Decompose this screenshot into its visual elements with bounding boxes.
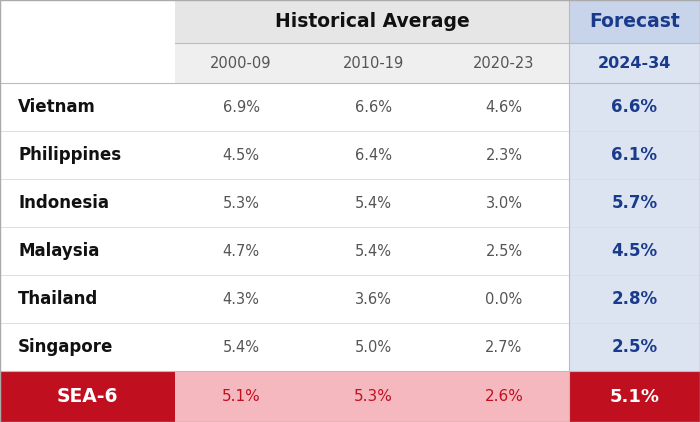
- Text: 5.1%: 5.1%: [610, 387, 659, 406]
- Text: 5.0%: 5.0%: [354, 340, 391, 354]
- Text: 4.6%: 4.6%: [486, 100, 522, 114]
- Bar: [175, 43, 307, 83]
- Text: 5.4%: 5.4%: [354, 195, 391, 211]
- Bar: [439, 43, 569, 83]
- Bar: [0, 131, 175, 179]
- Bar: [175, 275, 307, 323]
- Text: 2024-34: 2024-34: [598, 56, 671, 70]
- Text: 2.5%: 2.5%: [485, 243, 523, 259]
- Bar: [569, 275, 700, 323]
- Bar: [175, 131, 307, 179]
- Bar: [175, 83, 307, 131]
- Text: Forecast: Forecast: [589, 12, 680, 31]
- Text: 4.5%: 4.5%: [223, 148, 260, 162]
- Text: 5.4%: 5.4%: [223, 340, 260, 354]
- Text: Malaysia: Malaysia: [18, 242, 99, 260]
- Text: 2010-19: 2010-19: [342, 56, 404, 70]
- Text: 0.0%: 0.0%: [485, 292, 523, 306]
- Bar: [307, 323, 439, 371]
- Text: 5.3%: 5.3%: [223, 195, 260, 211]
- Text: 6.6%: 6.6%: [612, 98, 657, 116]
- Text: 5.3%: 5.3%: [354, 389, 393, 404]
- Bar: [307, 131, 439, 179]
- Bar: [0, 0, 175, 43]
- Bar: [569, 179, 700, 227]
- Bar: [569, 323, 700, 371]
- Text: 5.1%: 5.1%: [222, 389, 260, 404]
- Bar: [569, 227, 700, 275]
- Bar: [569, 83, 700, 131]
- Bar: [0, 371, 175, 422]
- Text: Philippines: Philippines: [18, 146, 121, 164]
- Text: 4.3%: 4.3%: [223, 292, 260, 306]
- Text: 5.4%: 5.4%: [354, 243, 391, 259]
- Bar: [0, 43, 175, 83]
- Bar: [439, 323, 569, 371]
- Text: 2.7%: 2.7%: [485, 340, 523, 354]
- Text: 6.6%: 6.6%: [354, 100, 391, 114]
- Text: 5.7%: 5.7%: [611, 194, 657, 212]
- Bar: [175, 227, 307, 275]
- Text: 6.9%: 6.9%: [223, 100, 260, 114]
- Bar: [0, 179, 175, 227]
- Bar: [0, 227, 175, 275]
- Bar: [0, 83, 175, 131]
- Text: SEA-6: SEA-6: [57, 387, 118, 406]
- Text: Vietnam: Vietnam: [18, 98, 96, 116]
- Bar: [569, 0, 700, 43]
- Bar: [0, 275, 175, 323]
- Text: Historical Average: Historical Average: [274, 12, 470, 31]
- Text: Singapore: Singapore: [18, 338, 113, 356]
- Bar: [175, 0, 569, 43]
- Bar: [307, 43, 439, 83]
- Text: 6.1%: 6.1%: [612, 146, 657, 164]
- Bar: [569, 43, 700, 83]
- Text: 2000-09: 2000-09: [210, 56, 272, 70]
- Text: 2.3%: 2.3%: [486, 148, 522, 162]
- Text: 2.8%: 2.8%: [611, 290, 657, 308]
- Bar: [175, 371, 569, 422]
- Text: Indonesia: Indonesia: [18, 194, 109, 212]
- Text: 3.6%: 3.6%: [355, 292, 391, 306]
- Text: 2.5%: 2.5%: [611, 338, 657, 356]
- Bar: [439, 179, 569, 227]
- Text: 3.0%: 3.0%: [486, 195, 522, 211]
- Text: 2.6%: 2.6%: [484, 389, 524, 404]
- Bar: [439, 275, 569, 323]
- Text: 4.7%: 4.7%: [223, 243, 260, 259]
- Bar: [307, 227, 439, 275]
- Bar: [439, 83, 569, 131]
- Bar: [307, 275, 439, 323]
- Bar: [569, 131, 700, 179]
- Bar: [439, 131, 569, 179]
- Bar: [175, 323, 307, 371]
- Text: 6.4%: 6.4%: [354, 148, 391, 162]
- Bar: [307, 179, 439, 227]
- Bar: [569, 371, 700, 422]
- Bar: [439, 227, 569, 275]
- Bar: [307, 83, 439, 131]
- Bar: [0, 323, 175, 371]
- Text: 2020-23: 2020-23: [473, 56, 535, 70]
- Text: Thailand: Thailand: [18, 290, 98, 308]
- Text: 4.5%: 4.5%: [611, 242, 657, 260]
- Bar: [175, 179, 307, 227]
